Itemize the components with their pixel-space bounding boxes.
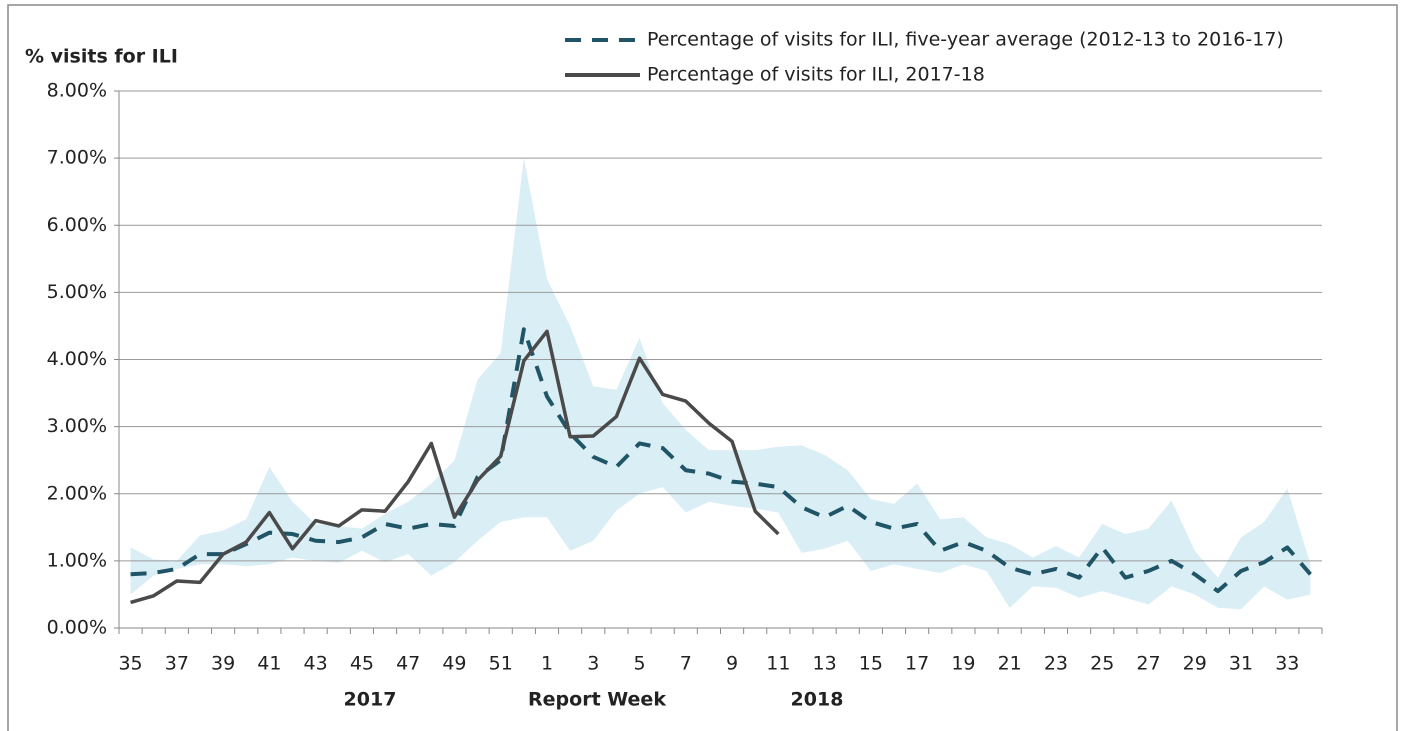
x-tick-label: 21 xyxy=(998,653,1022,675)
x-tick-label: 33 xyxy=(1275,653,1299,675)
x-tick-label: 1 xyxy=(541,653,553,675)
x-tick-label: 25 xyxy=(1090,653,1114,675)
x-tick-label: 29 xyxy=(1183,653,1207,675)
legend-label: Percentage of visits for ILI, 2017-18 xyxy=(647,64,985,86)
y-tick-label: 3.00% xyxy=(47,415,107,437)
x-tick-label: 19 xyxy=(951,653,975,675)
year-label: 2017 xyxy=(344,689,397,711)
y-tick-label: 4.00% xyxy=(47,348,107,370)
x-axis-label: Report Week xyxy=(528,689,666,711)
range-band xyxy=(130,158,1311,610)
x-tick-label: 39 xyxy=(211,653,235,675)
series-line xyxy=(130,327,1312,594)
x-tick-label: 45 xyxy=(350,653,374,675)
x-tick-label: 13 xyxy=(813,653,837,675)
y-tick-label: 6.00% xyxy=(47,214,107,236)
x-tick-label: 15 xyxy=(859,653,883,675)
x-tick-label: 37 xyxy=(165,653,189,675)
series-line xyxy=(130,329,780,605)
x-tick-label: 11 xyxy=(766,653,790,675)
legend-label: Percentage of visits for ILI, five-year … xyxy=(647,29,1284,51)
x-tick-label: 9 xyxy=(726,653,738,675)
y-tick-label: 8.00% xyxy=(47,80,107,102)
y-axis-label: % visits for ILI xyxy=(25,46,178,68)
x-tick-label: 49 xyxy=(442,653,466,675)
year-label: 2018 xyxy=(791,689,844,711)
frame xyxy=(7,4,1398,731)
x-tick-label: 35 xyxy=(118,653,142,675)
x-tick-label: 51 xyxy=(489,653,513,675)
x-tick-label: 43 xyxy=(304,653,328,675)
x-tick-label: 7 xyxy=(680,653,692,675)
x-tick-label: 17 xyxy=(905,653,929,675)
x-tick-label: 41 xyxy=(257,653,281,675)
y-tick-label: 0.00% xyxy=(47,617,107,639)
x-tick-label: 23 xyxy=(1044,653,1068,675)
x-tick-label: 47 xyxy=(396,653,420,675)
x-tick-label: 31 xyxy=(1229,653,1253,675)
y-tick-label: 2.00% xyxy=(47,482,107,504)
x-tick-label: 5 xyxy=(633,653,645,675)
y-tick-label: 7.00% xyxy=(47,147,107,169)
y-tick-label: 1.00% xyxy=(47,549,107,571)
y-tick-label: 5.00% xyxy=(47,281,107,303)
x-tick-label: 27 xyxy=(1136,653,1160,675)
x-tick-label: 3 xyxy=(587,653,599,675)
